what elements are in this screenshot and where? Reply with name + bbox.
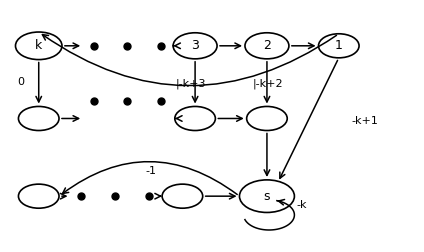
Text: |-k+2: |-k+2 xyxy=(252,79,283,89)
Text: -1: -1 xyxy=(145,166,156,176)
Text: -k+1: -k+1 xyxy=(351,116,378,126)
Text: |-k+3: |-k+3 xyxy=(176,79,206,89)
Text: k: k xyxy=(35,39,42,52)
Text: 1: 1 xyxy=(335,39,343,52)
Text: 0: 0 xyxy=(17,77,24,87)
Text: 3: 3 xyxy=(191,39,199,52)
Text: s: s xyxy=(264,190,270,203)
Text: -k: -k xyxy=(296,200,307,210)
Text: 2: 2 xyxy=(263,39,271,52)
